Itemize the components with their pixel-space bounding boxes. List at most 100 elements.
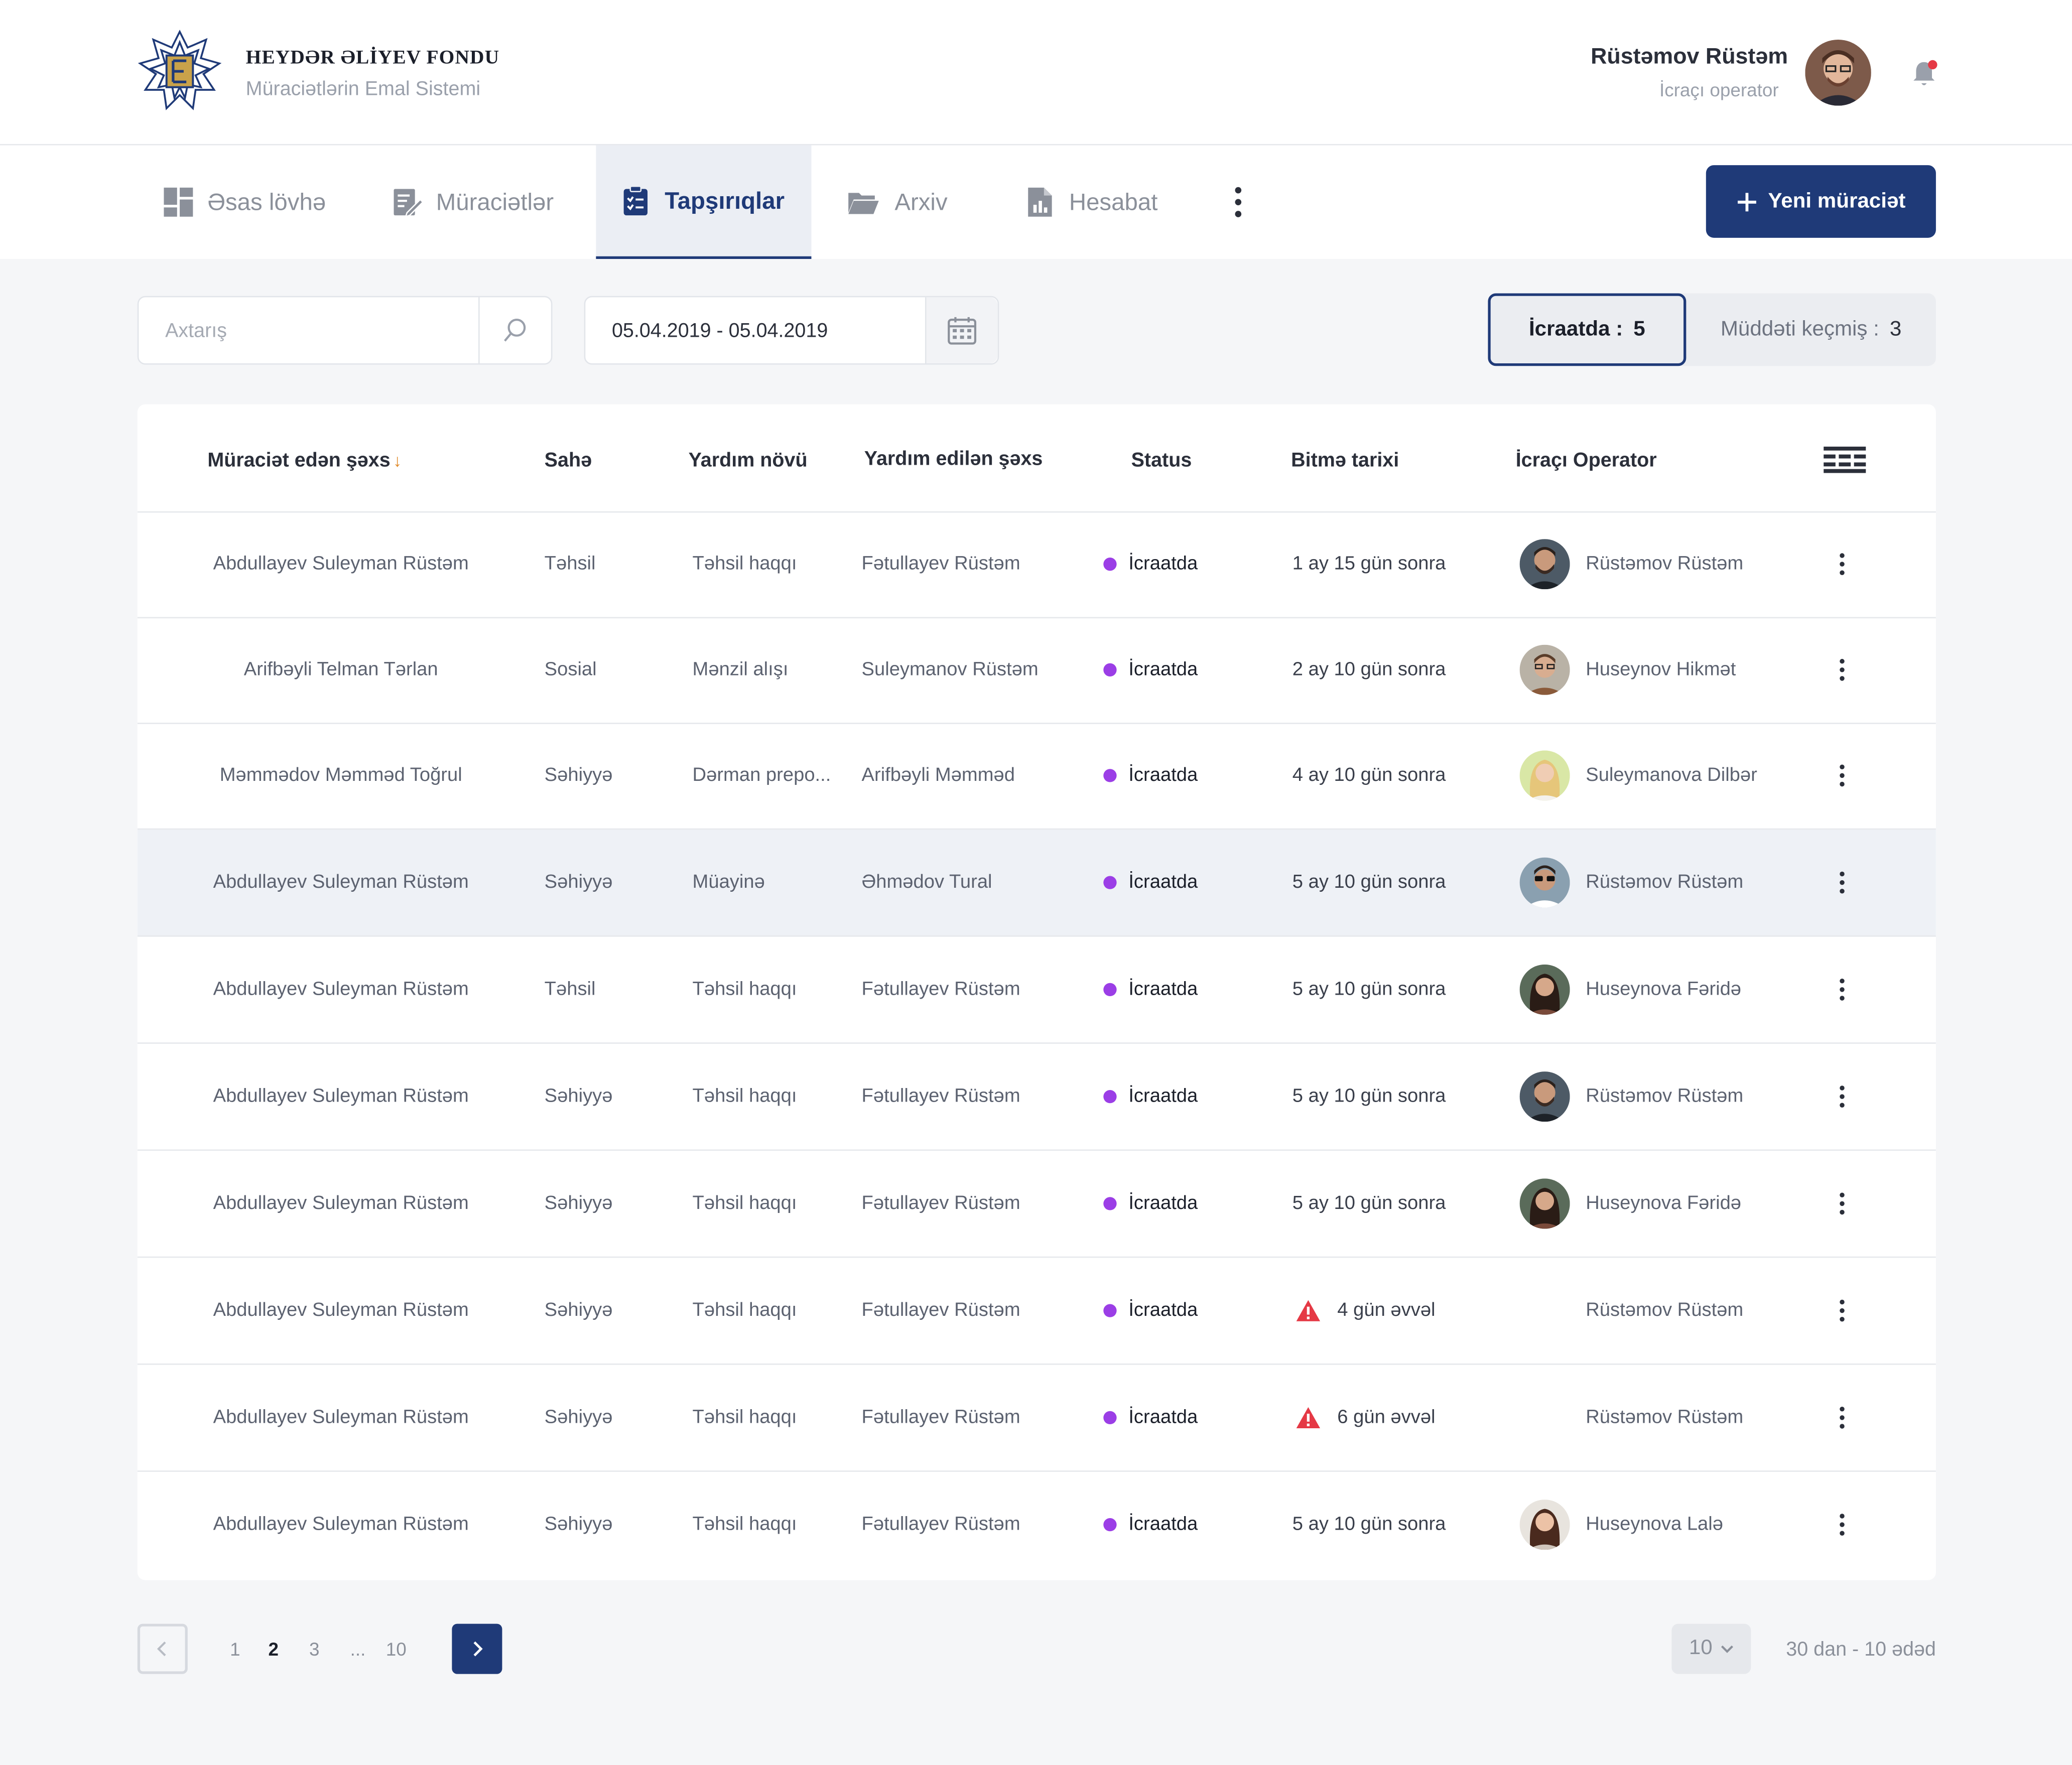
tab-report[interactable]: Hesabat: [1024, 146, 1157, 259]
more-vertical-icon[interactable]: [1838, 552, 1846, 576]
column-header-status[interactable]: Status: [1131, 449, 1192, 472]
user-name[interactable]: Rüstəmov Rüstəm: [1591, 43, 1788, 69]
column-header-aid-type[interactable]: Yardım növü: [688, 449, 808, 472]
applicant-cell: Abdullayev Suleyman Rüstəm: [213, 979, 469, 1000]
row-actions[interactable]: [1826, 830, 1858, 935]
column-header-recipient[interactable]: Yardım edilən şəxs: [864, 448, 1043, 471]
field-cell: Səhiyyə: [544, 1300, 613, 1321]
column-header-applicant[interactable]: Müraciət edən şəxs ↓: [207, 449, 402, 472]
applicant-cell: Arifbəyli Telman Tərlan: [243, 659, 438, 681]
status-label: İcraatda: [1128, 1086, 1198, 1108]
table-row[interactable]: Abdullayev Suleyman Rüstəm Səhiyyə Müayi…: [137, 830, 1936, 937]
table-row[interactable]: Abdullayev Suleyman Rüstəm Səhiyyə Təhsi…: [137, 1365, 1936, 1472]
field-cell: Təhsil: [544, 979, 596, 1000]
aid-type-cell: Müayinə: [692, 872, 765, 893]
user-avatar[interactable]: [1805, 39, 1871, 106]
operator-cell: Huseynova Lalə: [1519, 1472, 1723, 1578]
operator-cell: Rüstəmov Rüstəm: [1520, 1365, 1744, 1471]
row-actions[interactable]: [1826, 1151, 1858, 1257]
aid-type-cell: Təhsil haqqı: [692, 1514, 797, 1536]
tab-applications[interactable]: Müraciətlər: [391, 146, 554, 259]
status-label: İcraatda: [1128, 659, 1198, 681]
status-dot: [1103, 769, 1117, 782]
column-header-due-date[interactable]: Bitmə tarixi: [1291, 449, 1399, 472]
table-row[interactable]: Abdullayev Suleyman Rüstəm Təhsil Təhsil…: [137, 937, 1936, 1044]
more-vertical-icon[interactable]: [1838, 1299, 1846, 1322]
table-row[interactable]: Abdullayev Suleyman Rüstəm Səhiyyə Təhsi…: [138, 1472, 1936, 1578]
table-row[interactable]: Abdullayev Suleyman Rüstəm Səhiyyə Təhsi…: [137, 1258, 1936, 1365]
date-range-input[interactable]: [585, 297, 927, 363]
status-dot: [1103, 1090, 1117, 1104]
more-vertical-icon[interactable]: [1838, 978, 1846, 1001]
more-vertical-icon[interactable]: [1224, 185, 1253, 219]
next-page-button[interactable]: [452, 1623, 502, 1674]
row-actions[interactable]: [1826, 617, 1858, 723]
more-vertical-icon[interactable]: [1838, 871, 1846, 894]
more-vertical-icon[interactable]: [1838, 658, 1846, 682]
column-label: Müraciət edən şəxs: [207, 449, 391, 472]
row-actions[interactable]: [1826, 1365, 1858, 1471]
new-application-label: Yeni müraciət: [1768, 189, 1906, 212]
status-dot: [1103, 1197, 1117, 1210]
previous-page-button[interactable]: [137, 1623, 188, 1674]
status-cell: İcraatda: [1103, 937, 1198, 1043]
table-row[interactable]: Arifbəyli Telman Tərlan Sosial Mənzil al…: [137, 617, 1936, 724]
row-actions[interactable]: [1826, 723, 1858, 829]
more-vertical-icon[interactable]: [1838, 1084, 1846, 1108]
status-cell: İcraatda: [1103, 723, 1198, 829]
tab-tasks[interactable]: Tapşırıqlar: [596, 145, 812, 259]
status-label: İcraatda: [1128, 765, 1198, 786]
page-link-1[interactable]: 1: [230, 1638, 240, 1660]
operator-avatar-placeholder: [1520, 1286, 1570, 1336]
due-date-cell: 4 gün əvvəl: [1295, 1258, 1436, 1364]
table-row[interactable]: Məmmədov Məmməd Toğrul Səhiyyə Dərman pr…: [137, 723, 1936, 830]
calendar-button[interactable]: [925, 297, 998, 363]
more-vertical-icon[interactable]: [1838, 1192, 1846, 1215]
column-header-operator[interactable]: İcraçı Operator: [1515, 449, 1657, 472]
table-row[interactable]: Abdullayev Suleyman Rüstəm Səhiyyə Təhsi…: [137, 1151, 1936, 1258]
operator-avatar: [1519, 539, 1570, 590]
sort-desc-icon[interactable]: ↓: [393, 450, 402, 471]
more-vertical-icon[interactable]: [1838, 764, 1846, 787]
search-input[interactable]: [139, 297, 480, 363]
field-cell: Səhiyyə: [544, 872, 613, 893]
more-vertical-icon[interactable]: [1838, 1406, 1846, 1429]
folder-icon: [848, 193, 879, 214]
notification-bell-icon[interactable]: [1908, 58, 1940, 90]
user-role: İcraçı operator: [1659, 79, 1779, 101]
new-application-button[interactable]: Yeni müraciət: [1706, 165, 1936, 238]
top-header: HEYDƏR ƏLİYEV FONDU Müraciətlərin Emal S…: [0, 0, 2072, 146]
operator-avatar: [1519, 857, 1570, 908]
table-row[interactable]: Abdullayev Suleyman Rüstəm Təhsil Təhsil…: [137, 511, 1936, 619]
status-cell: İcraatda: [1103, 1472, 1198, 1578]
row-actions[interactable]: [1826, 1258, 1858, 1364]
filter-in-progress[interactable]: İcraatda : 5: [1488, 293, 1687, 366]
operator-cell: Rüstəmov Rüstəm: [1519, 511, 1743, 617]
search-button[interactable]: [478, 297, 551, 363]
due-date-cell: 1 ay 15 gün sonra: [1292, 511, 1446, 617]
tab-dashboard[interactable]: Əsas lövhə: [163, 146, 326, 259]
page-link-2[interactable]: 2: [268, 1638, 279, 1660]
per-page-select[interactable]: 10: [1671, 1623, 1751, 1674]
column-settings-icon[interactable]: [1824, 446, 1866, 473]
edit-document-icon: [394, 189, 423, 218]
table-row[interactable]: Abdullayev Suleyman Rüstəm Səhiyyə Təhsi…: [137, 1044, 1936, 1151]
page-link-10[interactable]: 10: [385, 1638, 407, 1660]
column-header-field[interactable]: Sahə: [544, 449, 592, 472]
status-label: İcraatda: [1128, 1300, 1198, 1321]
due-date-label: 5 ay 10 gün sonra: [1292, 872, 1446, 893]
main-nav: Əsas lövhə Müraciətlər Tapşırıqlar Arxiv…: [0, 145, 2072, 259]
row-actions[interactable]: [1826, 511, 1858, 617]
due-date-cell: 5 ay 10 gün sonra: [1292, 937, 1446, 1043]
operator-name: Rüstəmov Rüstəm: [1586, 1407, 1744, 1428]
row-actions[interactable]: [1826, 1472, 1858, 1578]
filter-overdue[interactable]: Müddəti keçmiş : 3: [1686, 293, 1936, 366]
row-actions[interactable]: [1826, 937, 1858, 1043]
filter-in-progress-label: İcraatda :: [1528, 318, 1623, 340]
page-link-3[interactable]: 3: [309, 1638, 320, 1660]
tab-archive[interactable]: Arxiv: [844, 146, 948, 259]
dashboard-icon: [164, 187, 193, 217]
row-actions[interactable]: [1826, 1044, 1858, 1150]
more-vertical-icon[interactable]: [1838, 1513, 1846, 1536]
